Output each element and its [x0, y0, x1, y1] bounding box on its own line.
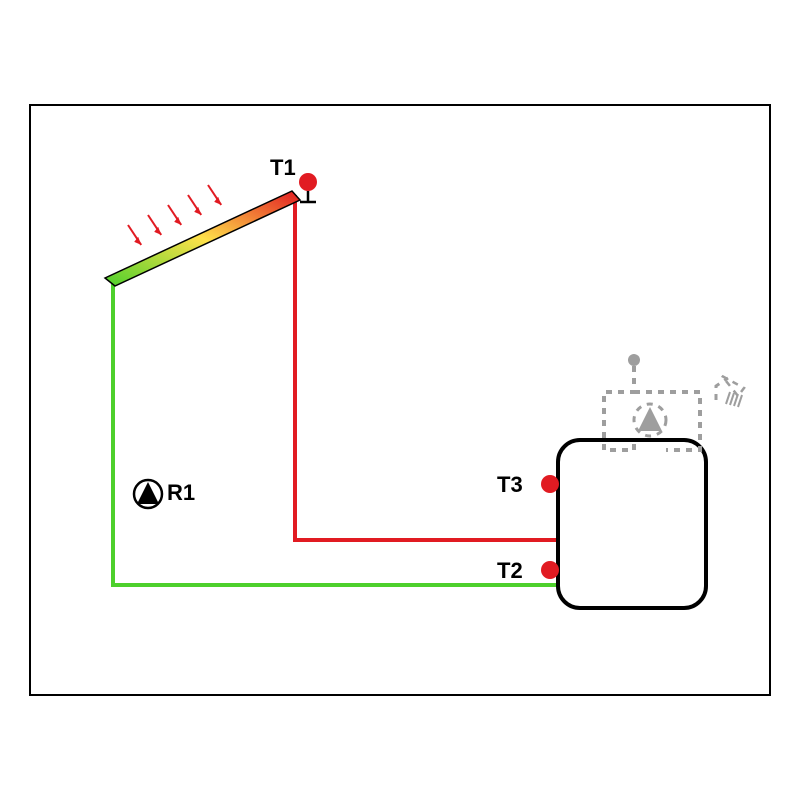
label-t2: T2: [497, 558, 523, 584]
diagram-svg: [0, 0, 800, 800]
diagram-canvas: T1 T2 T3 R1: [0, 0, 800, 800]
label-t1: T1: [270, 155, 296, 181]
label-r1: R1: [167, 480, 195, 506]
label-t3: T3: [497, 472, 523, 498]
